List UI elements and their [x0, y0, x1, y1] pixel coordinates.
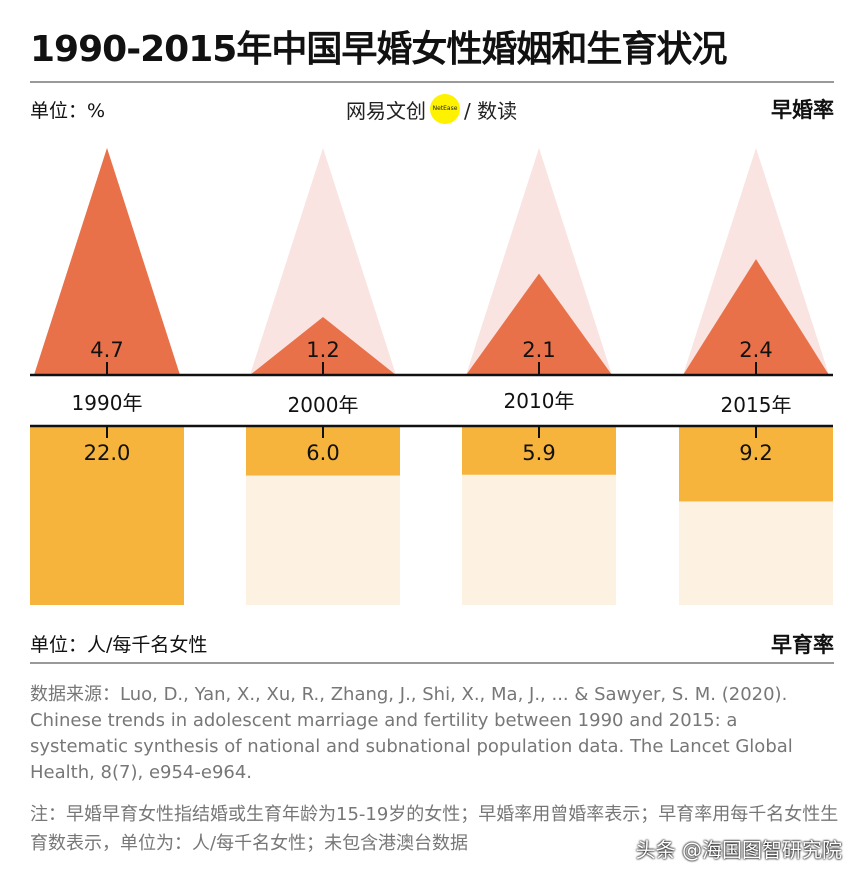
bottom-unit: 单位：人/每千名女性	[30, 634, 208, 656]
marriage-triangle	[466, 273, 612, 375]
marriage-bg-triangle	[250, 148, 396, 375]
year-label: 2010年	[504, 389, 575, 413]
top-unit: 单位：%	[30, 100, 106, 122]
marriage-value-label: 2.4	[739, 338, 772, 362]
logo-badge: NetEase	[430, 94, 460, 124]
birth-bar	[30, 427, 184, 605]
source-text: 数据来源：Luo, D., Yan, X., Xu, R., Zhang, J.…	[30, 684, 793, 783]
year-label: 2000年	[288, 393, 359, 417]
logo-text: 网易文创	[346, 98, 426, 123]
birth-value-label: 6.0	[306, 441, 339, 465]
chart: 4.7 22.0 1990年 1.2 6.0 2000年 2.1 5.9 2010年 2.4 9.2…	[30, 148, 833, 605]
watermark: 头条 @海国图智研究院	[635, 838, 842, 862]
marriage-triangle	[34, 148, 180, 375]
divider	[30, 81, 834, 83]
logo: 网易文创 NetEase / 数读	[346, 94, 517, 124]
marriage-value-label: 4.7	[90, 338, 123, 362]
marriage-value-label: 1.2	[306, 338, 339, 362]
birth-series-label: 早育率	[771, 629, 834, 659]
marriage-series-label: 早婚率	[771, 94, 834, 124]
divider	[30, 662, 834, 664]
year-label: 1990年	[72, 391, 143, 415]
birth-bar	[679, 427, 833, 502]
page-title: 1990-2015年中国早婚女性婚姻和生育状况	[30, 29, 727, 70]
logo-text-right: / 数读	[464, 98, 518, 123]
label-text: 早育率	[771, 633, 834, 657]
note-text: 注：早婚早育女性指结婚或生育年龄为15-19岁的女性；早婚率用曾婚率表示；早育率…	[30, 804, 839, 854]
birth-value-label: 22.0	[84, 441, 131, 465]
year-label: 2015年	[721, 393, 792, 417]
label-text: 早婚率	[771, 98, 834, 122]
marriage-triangle	[250, 317, 396, 375]
marriage-bg-triangle	[466, 148, 612, 375]
marriage-triangle	[683, 259, 829, 375]
marriage-value-label: 2.1	[522, 338, 555, 362]
birth-value-label: 5.9	[522, 441, 555, 465]
birth-value-label: 9.2	[739, 441, 772, 465]
